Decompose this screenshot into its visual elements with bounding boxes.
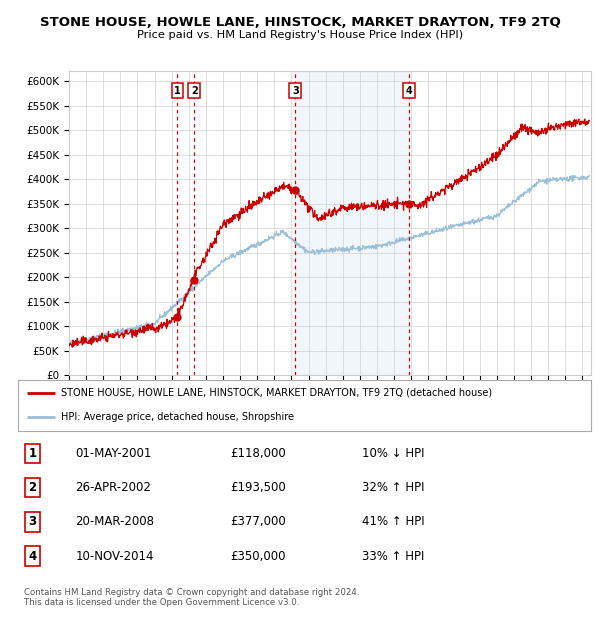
- Text: 4: 4: [406, 86, 412, 96]
- Text: £377,000: £377,000: [230, 515, 286, 528]
- Text: 3: 3: [292, 86, 299, 96]
- Text: 3: 3: [28, 515, 37, 528]
- Text: 1: 1: [28, 447, 37, 460]
- Text: £118,000: £118,000: [230, 447, 286, 460]
- Text: 32% ↑ HPI: 32% ↑ HPI: [362, 481, 424, 494]
- Text: Contains HM Land Registry data © Crown copyright and database right 2024.
This d: Contains HM Land Registry data © Crown c…: [24, 588, 359, 607]
- Text: HPI: Average price, detached house, Shropshire: HPI: Average price, detached house, Shro…: [61, 412, 294, 422]
- Text: 26-APR-2002: 26-APR-2002: [76, 481, 151, 494]
- Text: STONE HOUSE, HOWLE LANE, HINSTOCK, MARKET DRAYTON, TF9 2TQ: STONE HOUSE, HOWLE LANE, HINSTOCK, MARKE…: [40, 16, 560, 29]
- Text: 4: 4: [28, 549, 37, 562]
- Text: 10-NOV-2014: 10-NOV-2014: [76, 549, 154, 562]
- Text: 20-MAR-2008: 20-MAR-2008: [76, 515, 154, 528]
- Bar: [295, 71, 409, 375]
- Text: Price paid vs. HM Land Registry's House Price Index (HPI): Price paid vs. HM Land Registry's House …: [137, 30, 463, 40]
- Text: 1: 1: [174, 86, 181, 96]
- Text: 10% ↓ HPI: 10% ↓ HPI: [362, 447, 424, 460]
- Text: £193,500: £193,500: [230, 481, 286, 494]
- Text: £350,000: £350,000: [230, 549, 286, 562]
- Text: 2: 2: [28, 481, 37, 494]
- Text: 33% ↑ HPI: 33% ↑ HPI: [362, 549, 424, 562]
- Text: 41% ↑ HPI: 41% ↑ HPI: [362, 515, 424, 528]
- Text: 2: 2: [191, 86, 197, 96]
- Text: STONE HOUSE, HOWLE LANE, HINSTOCK, MARKET DRAYTON, TF9 2TQ (detached house): STONE HOUSE, HOWLE LANE, HINSTOCK, MARKE…: [61, 388, 492, 398]
- Text: 01-MAY-2001: 01-MAY-2001: [76, 447, 152, 460]
